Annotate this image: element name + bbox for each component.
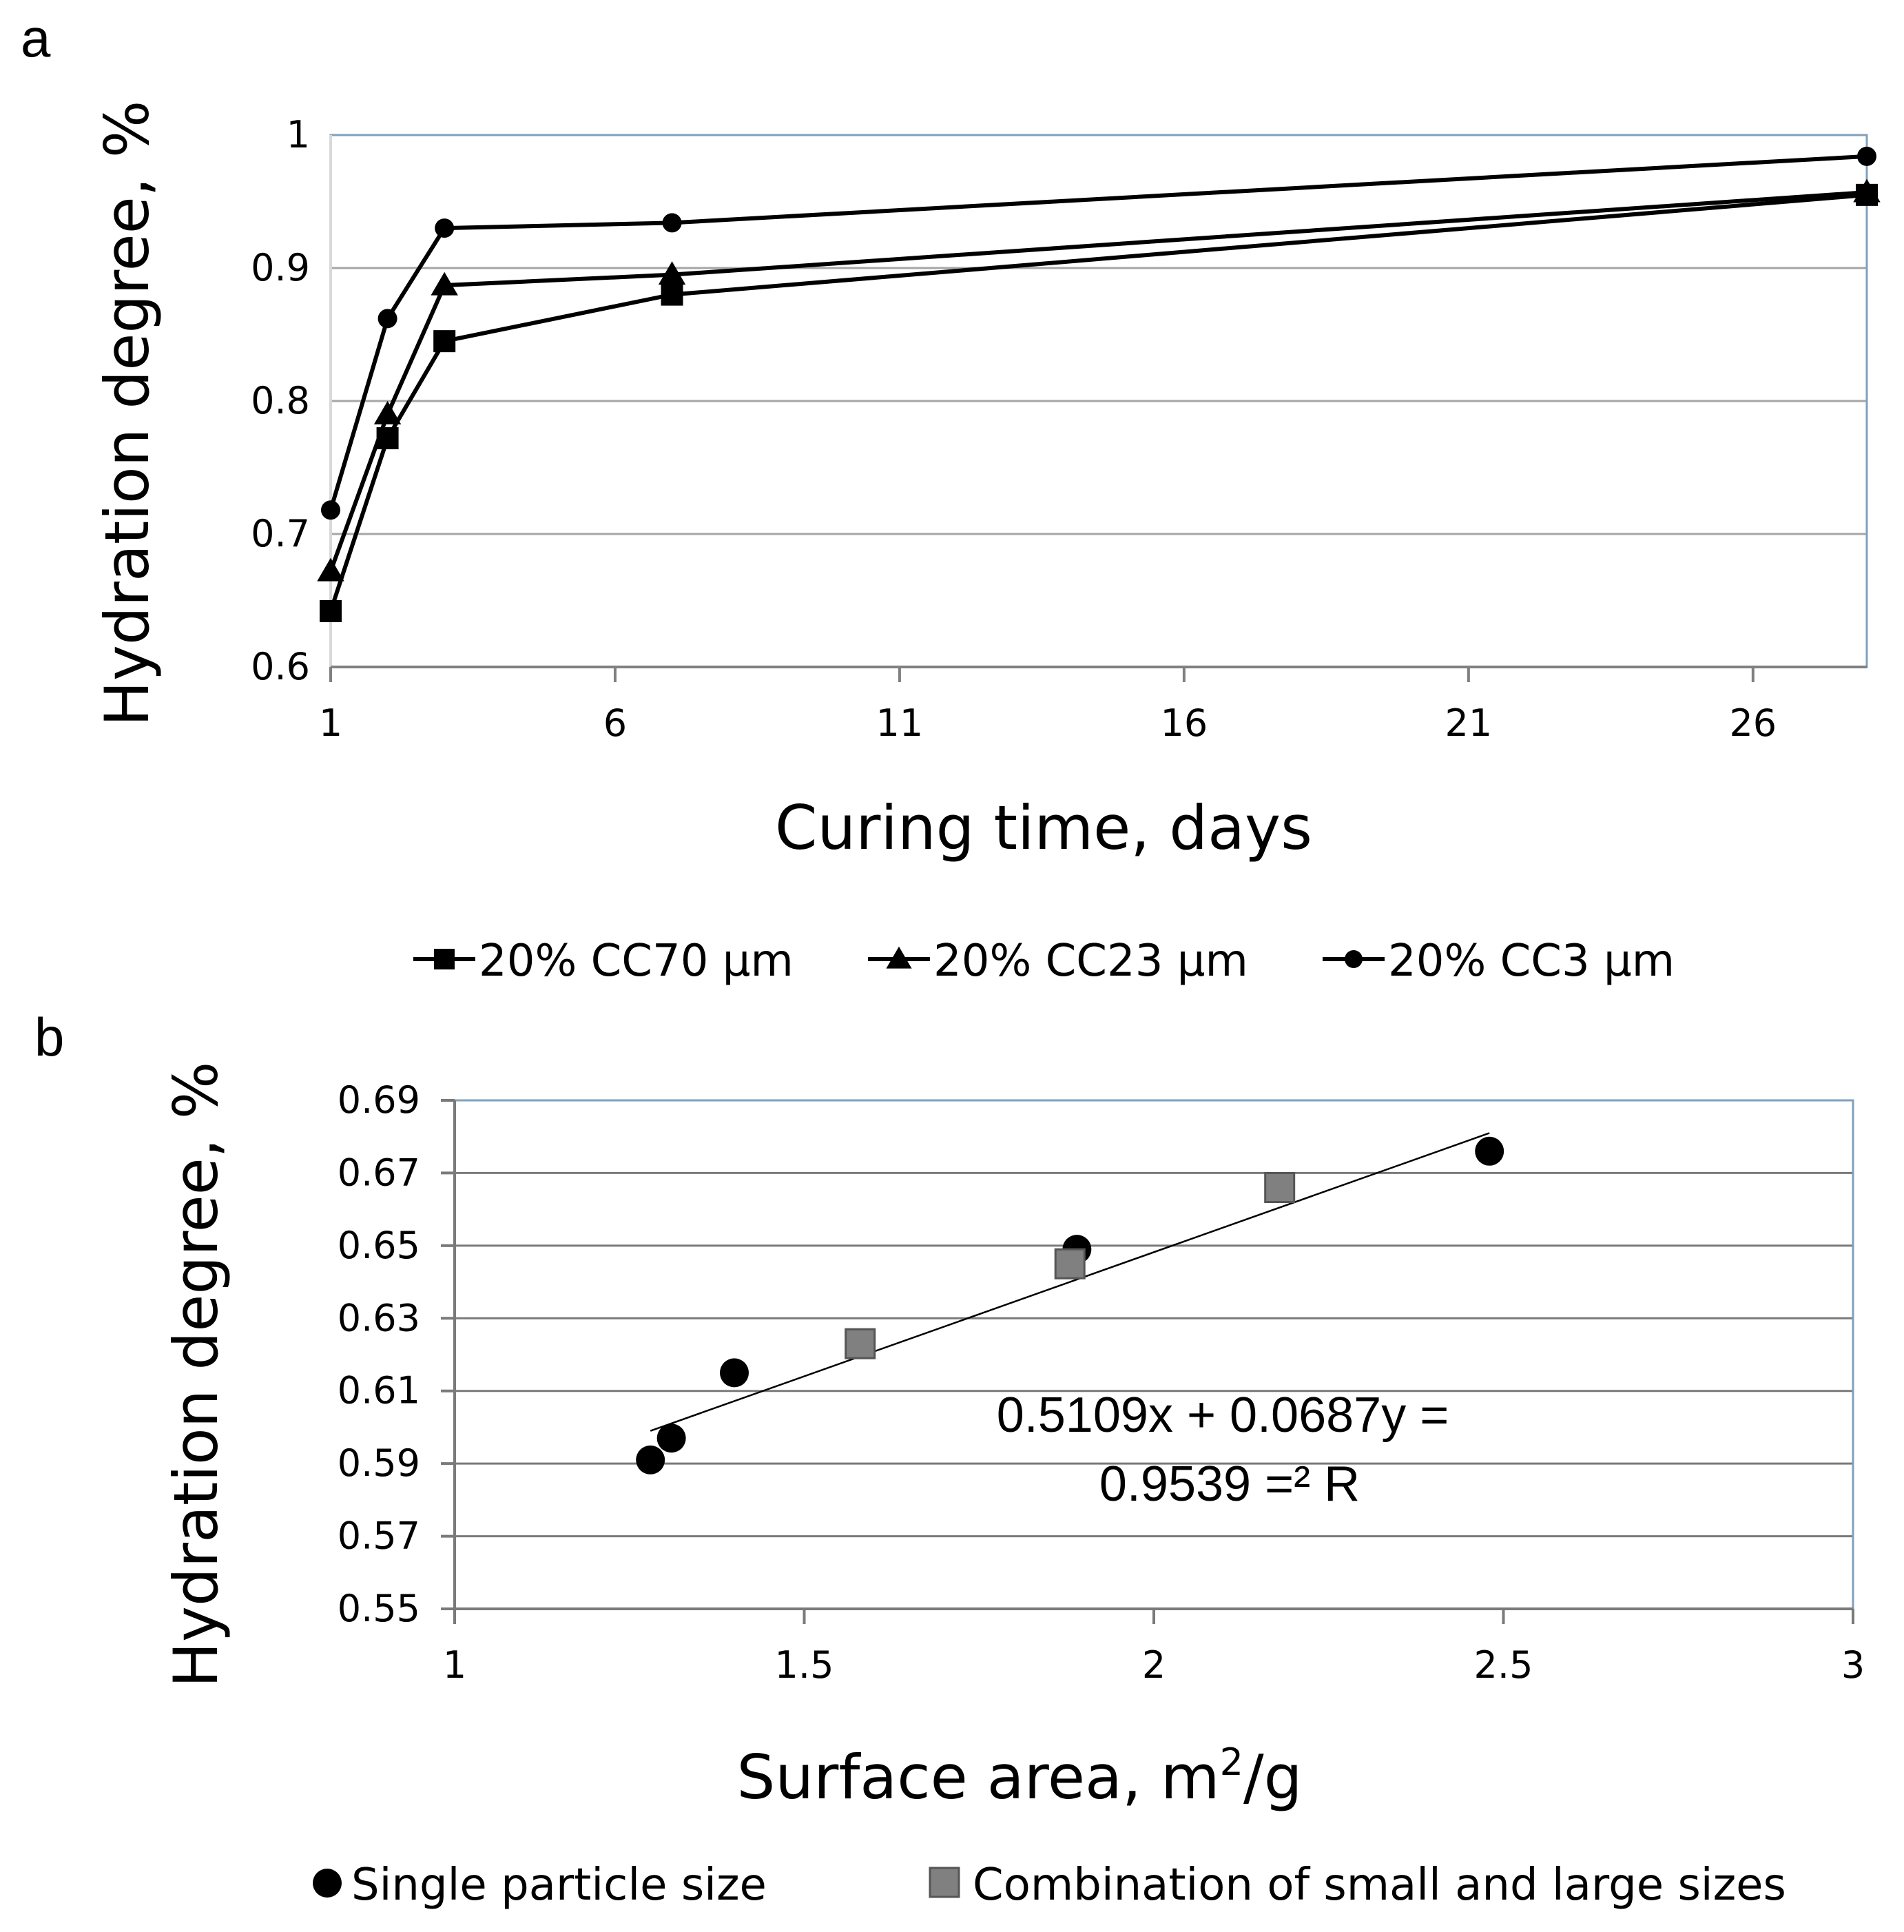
chart-a-y-axis-title: Hydration degree, % <box>92 101 163 727</box>
chart-b-x-axis-title-sup: 2 <box>1220 1740 1243 1784</box>
chart-b-data-point-circle <box>720 1358 749 1388</box>
chart-b-legend-marker-circle <box>313 1869 342 1898</box>
chart-a-y-tick-label: 0.9 <box>251 246 310 289</box>
chart-a-data-point <box>320 599 342 622</box>
chart-b-equation-line-1: 0.5109x + 0.0687y = <box>997 1388 1449 1443</box>
chart-b-y-tick-label: 0.65 <box>338 1224 420 1267</box>
chart-a-data-point <box>435 218 455 238</box>
chart-b-data-point-circle <box>1475 1136 1504 1166</box>
chart-b-x-tick-labels: 1 1.5 2 2.5 3 <box>443 1643 1865 1687</box>
chart-a: 0.60.70.80.91 1 6 11 16 21 26 Hydration degre… <box>92 101 1881 987</box>
chart-a-y-tick-label: 1 <box>287 113 310 156</box>
chart-b-trendline <box>650 1132 1490 1432</box>
chart-b-y-tick-labels: 0.55 0.57 0.59 0.61 0.63 0.65 0.67 0.69 <box>338 1078 420 1630</box>
chart-b-data-point-circle <box>656 1424 686 1453</box>
chart-b-y-tick-label: 0.67 <box>338 1151 420 1194</box>
chart-b-legend-marker-square <box>929 1867 960 1898</box>
chart-a-data-point <box>658 261 686 285</box>
chart-b-data-point-square <box>1264 1172 1296 1204</box>
chart-a-data-point <box>321 500 340 520</box>
chart-a-y-tick-label: 0.7 <box>251 512 310 555</box>
chart-b-y-tick-label: 0.57 <box>338 1514 420 1558</box>
chart-b-legend-label: Combination of small and large sizes <box>973 1860 1786 1911</box>
chart-b-x-tick-label: 2 <box>1142 1643 1166 1687</box>
chart-b-axes <box>441 1099 1854 1624</box>
chart-b-data-point-square <box>1054 1248 1086 1280</box>
chart-a-data-point <box>1857 146 1876 166</box>
chart-b-y-axis-title: Hydration degree, % <box>161 1062 231 1688</box>
chart-a-x-tick-labels: 1 6 11 16 21 26 <box>319 701 1777 745</box>
chart-b-x-tick-label: 2.5 <box>1474 1643 1533 1687</box>
chart-b-y-tick-label: 0.61 <box>338 1369 420 1412</box>
chart-a-legend-label: 20% CC3 µm <box>1388 936 1675 987</box>
chart-b-y-tick-label: 0.69 <box>338 1078 420 1122</box>
chart-b-legend-label: Single particle size <box>351 1860 767 1911</box>
chart-b-trendline-group <box>650 1132 1490 1432</box>
chart-b-gridlines <box>455 1099 1853 1610</box>
chart-a-y-tick-label: 0.8 <box>251 379 310 422</box>
chart-b-legend: Single particle size Combination of small… <box>313 1860 1786 1911</box>
chart-a-x-tick-label: 11 <box>876 701 924 745</box>
chart-a-data-point <box>662 213 682 233</box>
chart-a-legend-marker <box>886 946 912 969</box>
chart-a-data-point <box>433 330 456 353</box>
chart-a-legend-label: 20% CC23 µm <box>933 936 1248 987</box>
chart-a-data-point <box>431 271 458 296</box>
chart-b-y-tick-label: 0.63 <box>338 1296 420 1339</box>
chart-b-data-point-circle <box>636 1445 665 1474</box>
chart-a-data-point <box>317 557 344 582</box>
panel-a-label: a <box>21 8 51 68</box>
chart-a-y-tick-label: 0.6 <box>251 645 310 688</box>
chart-a-series <box>317 146 1881 622</box>
chart-b-x-axis-title-main: Surface area, m <box>737 1742 1220 1813</box>
chart-b-series <box>636 1136 1504 1474</box>
chart-a-x-tick-label: 21 <box>1445 701 1492 745</box>
chart-b-equation-line-2: 0.9539 =² R <box>1099 1457 1360 1512</box>
chart-a-data-point <box>377 309 397 329</box>
chart-a-data-point <box>1853 178 1881 203</box>
chart-b-plot-frame <box>453 1099 1854 1610</box>
chart-a-x-axis-title: Curing time, days <box>775 792 1312 863</box>
panel-b-label: b <box>34 1007 64 1067</box>
chart-a-series-line <box>329 189 1867 573</box>
chart-b-y-tick-label: 0.55 <box>338 1587 420 1630</box>
chart-a-y-tick-labels: 0.6 0.7 0.8 0.9 1 <box>251 113 310 688</box>
chart-b-x-tick-label: 1.5 <box>775 1643 834 1687</box>
chart-a-x-tick-label: 6 <box>603 701 627 745</box>
chart-a-series-line <box>329 192 1867 612</box>
chart-b-data-point-square <box>845 1328 876 1359</box>
chart-b-x-tick-label: 3 <box>1841 1643 1865 1687</box>
chart-b-x-axis-title: Surface area, m2/g <box>737 1740 1303 1813</box>
chart-a-data-point <box>373 400 402 424</box>
chart-a-legend-marker <box>434 949 455 969</box>
chart-b-y-tick-label: 0.59 <box>338 1441 420 1485</box>
chart-a-x-tick-label: 26 <box>1729 701 1777 745</box>
chart-a-x-tick-label: 1 <box>319 701 342 745</box>
chart-a-legend: 20% CC70 µm 20% CC23 µm 20% CC3 µm <box>413 936 1675 987</box>
chart-a-legend-marker <box>1345 950 1363 968</box>
chart-a-x-tick-label: 16 <box>1161 701 1208 745</box>
chart-b-x-tick-label: 1 <box>443 1643 466 1687</box>
chart-a-legend-label: 20% CC70 µm <box>479 936 794 987</box>
chart-a-axes <box>329 135 1867 682</box>
chart-b-x-axis-title-tail: /g <box>1243 1742 1303 1813</box>
chart-b: 0.55 0.57 0.59 0.61 0.63 0.65 0.67 0.69 1 1.5 2 2.… <box>161 1062 1865 1911</box>
chart-a-data-point <box>661 283 683 306</box>
